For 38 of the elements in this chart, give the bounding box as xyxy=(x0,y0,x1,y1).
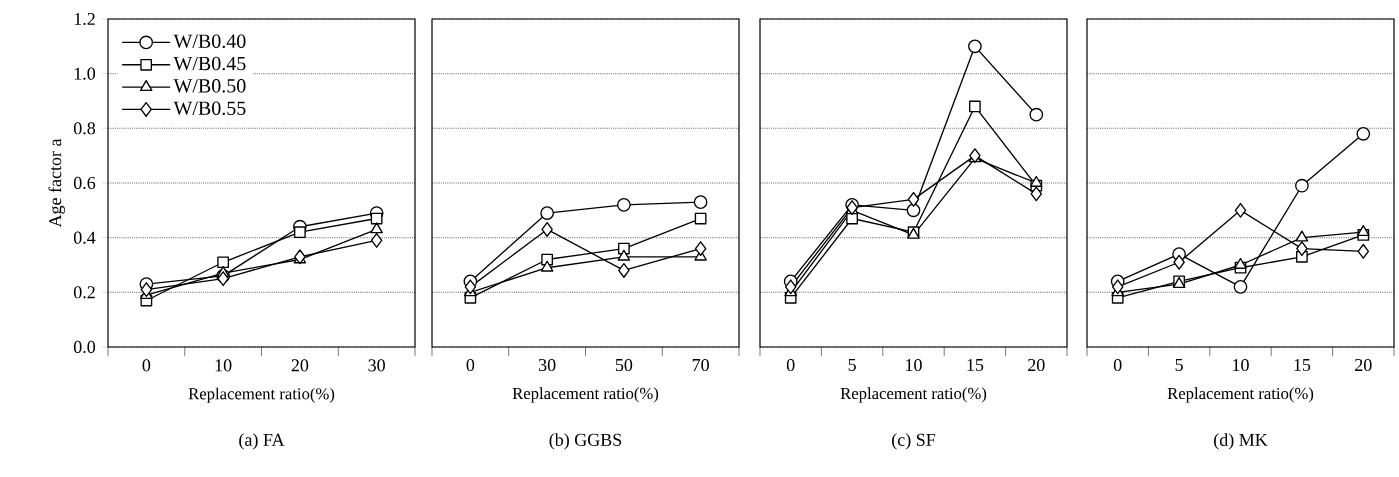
x-tick-label: 30 xyxy=(368,359,385,372)
y-tick-label: 0.2 xyxy=(73,286,95,299)
x-tick-label: 0 xyxy=(1113,358,1122,372)
y-tick-label: 0.8 xyxy=(73,122,96,135)
text: (d) MK xyxy=(1214,433,1268,450)
legend-label: W/B0.55 xyxy=(173,101,246,116)
x-tick-label: 70 xyxy=(692,358,709,372)
text: (c) SF xyxy=(892,433,936,450)
legend-label: W/B0.50 xyxy=(173,79,246,93)
x-tick-label: 10 xyxy=(1233,358,1249,372)
x-tick-label: 20 xyxy=(1028,358,1045,372)
x-axis-title: Replacement ratio(%) xyxy=(512,387,659,403)
y-axis-title: Age factor a xyxy=(48,138,65,228)
legend-label: W/B0.40 xyxy=(173,34,246,49)
y-tick-label: 1.0 xyxy=(74,67,96,80)
legend-label: W/B0.45 xyxy=(173,56,246,71)
x-axis-title: Replacement ratio(%) xyxy=(188,387,335,403)
x-tick-label: 30 xyxy=(538,358,556,372)
x-tick-label: 0 xyxy=(142,359,151,372)
x-tick-label: 0 xyxy=(786,358,795,372)
x-tick-label: 15 xyxy=(967,358,984,371)
x-tick-label: 5 xyxy=(1175,358,1183,371)
x-tick-label: 50 xyxy=(615,358,633,372)
x-tick-label: 20 xyxy=(1355,358,1372,372)
y-tick-label: 0.4 xyxy=(73,231,96,244)
text: (a) FA xyxy=(239,433,285,450)
x-axis-title: Replacement ratio(%) xyxy=(1167,387,1314,403)
y-tick-label: 1.2 xyxy=(74,12,95,26)
x-tick-label: 10 xyxy=(906,358,922,372)
x-tick-label: 10 xyxy=(215,359,232,372)
x-tick-label: 20 xyxy=(291,359,309,372)
x-tick-label: 15 xyxy=(1294,358,1311,371)
text: (b) GGBS xyxy=(549,433,622,450)
x-tick-label: 0 xyxy=(466,358,475,372)
y-tick-label: 0.6 xyxy=(73,176,96,190)
x-axis-title: Replacement ratio(%) xyxy=(840,387,987,403)
x-tick-label: 5 xyxy=(848,358,856,371)
y-tick-label: 0.0 xyxy=(73,340,96,354)
